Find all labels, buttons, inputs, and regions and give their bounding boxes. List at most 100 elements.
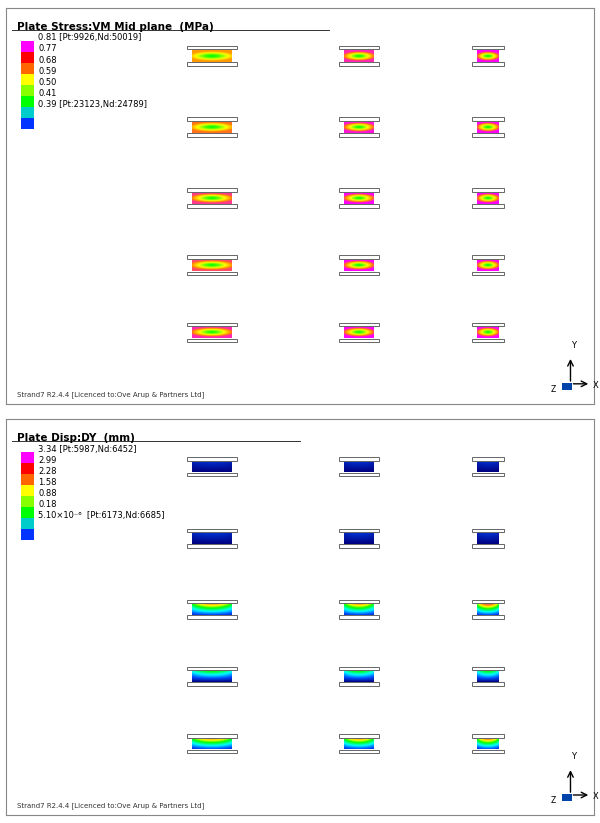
Bar: [187, 682, 237, 686]
Bar: [339, 734, 379, 737]
Bar: [472, 117, 504, 120]
Text: 0.18: 0.18: [38, 500, 57, 509]
Text: Strand7 R2.4.4 [Licenced to:Ove Arup & Partners Ltd]: Strand7 R2.4.4 [Licenced to:Ove Arup & P…: [17, 802, 204, 809]
Bar: [472, 734, 504, 737]
Text: 0.81 [Pt:9926,Nd:50019]: 0.81 [Pt:9926,Nd:50019]: [38, 34, 142, 42]
Bar: [472, 615, 504, 619]
Bar: [562, 383, 572, 390]
Bar: [339, 62, 379, 66]
Bar: [472, 528, 504, 532]
Bar: [472, 750, 504, 753]
Bar: [339, 339, 379, 342]
Bar: [472, 472, 504, 477]
Bar: [187, 117, 237, 120]
Bar: [472, 46, 504, 49]
Bar: [21, 463, 34, 474]
Bar: [187, 734, 237, 737]
Text: 1.58: 1.58: [38, 478, 57, 486]
Bar: [472, 339, 504, 342]
Bar: [472, 682, 504, 686]
Text: 0.68: 0.68: [38, 55, 57, 64]
Bar: [339, 667, 379, 671]
Bar: [339, 188, 379, 192]
Bar: [21, 40, 34, 52]
Bar: [21, 85, 34, 96]
Bar: [21, 63, 34, 74]
Bar: [339, 544, 379, 547]
Bar: [187, 272, 237, 275]
Bar: [339, 204, 379, 208]
Text: 0.39 [Pt:23123,Nd:24789]: 0.39 [Pt:23123,Nd:24789]: [38, 100, 148, 109]
Bar: [339, 750, 379, 753]
Bar: [339, 472, 379, 477]
Text: X: X: [593, 381, 599, 390]
Bar: [187, 188, 237, 192]
Bar: [472, 204, 504, 208]
Bar: [472, 544, 504, 547]
Bar: [187, 204, 237, 208]
Bar: [472, 458, 504, 461]
Bar: [187, 339, 237, 342]
Bar: [187, 615, 237, 619]
Bar: [472, 667, 504, 671]
Bar: [339, 117, 379, 120]
Bar: [472, 188, 504, 192]
Bar: [187, 133, 237, 137]
Bar: [187, 46, 237, 49]
Text: 2.99: 2.99: [38, 456, 57, 465]
Bar: [187, 62, 237, 66]
Text: Z: Z: [551, 797, 556, 806]
Bar: [21, 452, 34, 463]
Text: Strand7 R2.4.4 [Licenced to:Ove Arup & Partners Ltd]: Strand7 R2.4.4 [Licenced to:Ove Arup & P…: [17, 391, 204, 398]
Bar: [472, 255, 504, 259]
Bar: [187, 667, 237, 671]
Bar: [21, 474, 34, 485]
Bar: [472, 600, 504, 603]
Bar: [187, 323, 237, 326]
Bar: [21, 485, 34, 496]
Bar: [21, 496, 34, 507]
Bar: [21, 74, 34, 85]
Bar: [187, 255, 237, 259]
Text: 5.10×10⁻⁶  [Pt:6173,Nd:6685]: 5.10×10⁻⁶ [Pt:6173,Nd:6685]: [38, 511, 165, 520]
Bar: [187, 528, 237, 532]
Bar: [187, 472, 237, 477]
Bar: [339, 255, 379, 259]
Bar: [339, 272, 379, 275]
Bar: [339, 323, 379, 326]
Text: Z: Z: [551, 385, 556, 394]
Bar: [472, 133, 504, 137]
Text: 0.50: 0.50: [38, 77, 57, 86]
Bar: [187, 750, 237, 753]
Text: X: X: [593, 793, 599, 802]
Text: 0.77: 0.77: [38, 44, 57, 53]
Text: 3.34 [Pt:5987,Nd:6452]: 3.34 [Pt:5987,Nd:6452]: [38, 444, 137, 453]
Bar: [21, 529, 34, 541]
Bar: [21, 119, 34, 129]
Bar: [339, 615, 379, 619]
Text: Plate Disp:DY  (mm): Plate Disp:DY (mm): [17, 433, 134, 444]
Bar: [21, 507, 34, 518]
Bar: [21, 518, 34, 529]
Bar: [21, 107, 34, 119]
Bar: [472, 323, 504, 326]
Text: 2.28: 2.28: [38, 467, 57, 476]
Bar: [21, 52, 34, 63]
Bar: [339, 682, 379, 686]
Bar: [339, 133, 379, 137]
Bar: [187, 600, 237, 603]
Bar: [339, 458, 379, 461]
Text: 0.59: 0.59: [38, 67, 57, 76]
Bar: [472, 62, 504, 66]
Bar: [472, 272, 504, 275]
Text: 0.88: 0.88: [38, 489, 57, 498]
Bar: [187, 544, 237, 547]
Text: Plate Stress:VM Mid plane  (MPa): Plate Stress:VM Mid plane (MPa): [17, 22, 214, 32]
Bar: [21, 96, 34, 107]
Bar: [187, 458, 237, 461]
Text: Y: Y: [571, 342, 576, 351]
Text: 0.41: 0.41: [38, 89, 57, 98]
Bar: [562, 794, 572, 801]
Text: Y: Y: [571, 752, 576, 761]
Bar: [339, 528, 379, 532]
